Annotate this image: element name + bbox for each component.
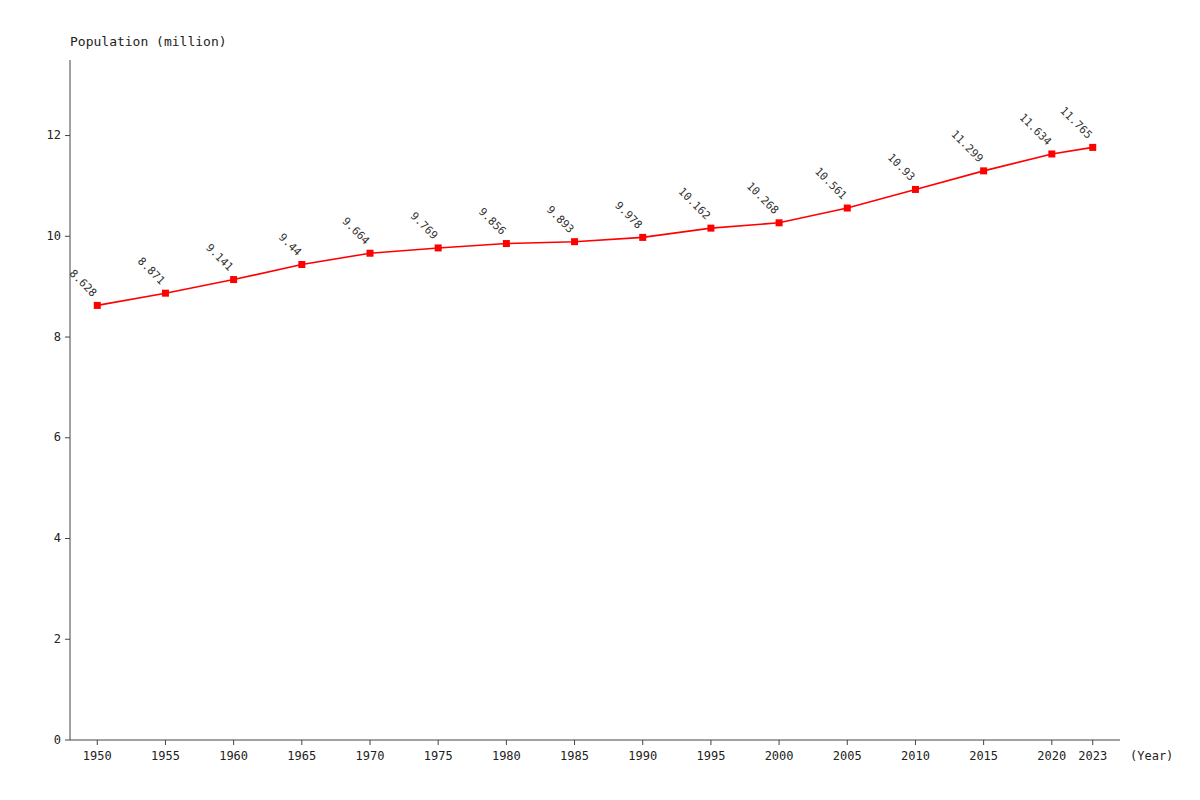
x-tick-label: 1965 bbox=[287, 749, 316, 763]
y-tick bbox=[65, 337, 70, 338]
plot-area bbox=[94, 144, 1096, 309]
data-label: 9.978 bbox=[612, 199, 645, 232]
x-tick bbox=[1092, 740, 1093, 745]
point bbox=[571, 238, 578, 245]
x-tick-label: 1995 bbox=[696, 749, 725, 763]
point bbox=[639, 234, 646, 241]
y-tick bbox=[65, 740, 70, 741]
x-tick-label: 2010 bbox=[901, 749, 930, 763]
point bbox=[162, 290, 169, 297]
x-tick bbox=[710, 740, 711, 745]
y-tick-label: 6 bbox=[54, 430, 61, 444]
y-axis-line bbox=[70, 60, 71, 740]
data-label: 10.93 bbox=[885, 151, 918, 184]
x-tick-label: 1960 bbox=[219, 749, 248, 763]
x-tick-label: 1955 bbox=[151, 749, 180, 763]
x-tick bbox=[915, 740, 916, 745]
x-tick-label: 2020 bbox=[1037, 749, 1066, 763]
point bbox=[94, 302, 101, 309]
data-label: 11.634 bbox=[1017, 111, 1055, 149]
x-tick-label: 2023 bbox=[1078, 749, 1107, 763]
data-label: 10.561 bbox=[812, 165, 849, 202]
chart: 0 2 4 6 8 10 12 1950 1955 1960 1965 1970 1975 1980 198… bbox=[0, 0, 1200, 800]
point bbox=[230, 276, 237, 283]
y-tick bbox=[65, 639, 70, 640]
data-label: 9.664 bbox=[339, 215, 372, 248]
x-tick bbox=[574, 740, 575, 745]
data-label: 8.628 bbox=[67, 267, 100, 300]
x-tick-label: 1990 bbox=[628, 749, 657, 763]
line bbox=[97, 147, 1092, 305]
y-tick-label: 10 bbox=[47, 229, 61, 243]
y-tick bbox=[65, 538, 70, 539]
point bbox=[776, 219, 783, 226]
y-axis: 0 2 4 6 8 10 12 bbox=[47, 128, 70, 746]
x-tick-label: 1985 bbox=[560, 749, 589, 763]
point bbox=[298, 261, 305, 268]
x-tick-label: 1975 bbox=[424, 749, 453, 763]
x-tick bbox=[983, 740, 984, 745]
data-label: 9.769 bbox=[408, 209, 441, 242]
x-tick-label: 1950 bbox=[83, 749, 112, 763]
x-axis-label: (Year) bbox=[1130, 749, 1173, 763]
point bbox=[844, 205, 851, 212]
x-tick-label: 2005 bbox=[833, 749, 862, 763]
point bbox=[503, 240, 510, 247]
data-label: 8.871 bbox=[135, 255, 168, 288]
y-tick-label: 4 bbox=[54, 531, 61, 545]
x-tick-label: 1980 bbox=[492, 749, 521, 763]
x-tick bbox=[847, 740, 848, 745]
data-label: 9.893 bbox=[544, 203, 577, 236]
y-tick-label: 8 bbox=[54, 330, 61, 344]
x-tick-label: 2000 bbox=[765, 749, 794, 763]
x-tick-label: 2015 bbox=[969, 749, 998, 763]
x-tick bbox=[301, 740, 302, 745]
x-axis: 1950 1955 1960 1965 1970 1975 1980 1985 1990 1995… bbox=[83, 740, 1107, 763]
y-tick-label: 2 bbox=[54, 632, 61, 646]
point bbox=[367, 250, 374, 257]
x-axis-line bbox=[70, 740, 1120, 741]
data-label: 11.299 bbox=[948, 128, 985, 165]
y-tick bbox=[65, 437, 70, 438]
point bbox=[1048, 150, 1055, 157]
x-tick bbox=[438, 740, 439, 745]
point bbox=[980, 167, 987, 174]
x-tick bbox=[779, 740, 780, 745]
point bbox=[707, 225, 714, 232]
data-labels: 8.628 8.871 9.141 9.44 9.664 9.769 9.856 9.893 9… bbox=[67, 104, 1095, 299]
x-tick bbox=[165, 740, 166, 745]
data-label: 9.141 bbox=[203, 241, 236, 274]
x-tick bbox=[233, 740, 234, 745]
x-tick bbox=[370, 740, 371, 745]
data-label: 9.856 bbox=[476, 205, 509, 238]
point bbox=[912, 186, 919, 193]
data-label: 10.162 bbox=[676, 185, 713, 222]
data-label: 10.268 bbox=[744, 180, 781, 217]
x-tick bbox=[642, 740, 643, 745]
point bbox=[435, 244, 442, 251]
x-tick bbox=[1051, 740, 1052, 745]
point bbox=[1089, 144, 1096, 151]
data-label: 11.765 bbox=[1057, 104, 1094, 141]
x-tick bbox=[97, 740, 98, 745]
x-tick-label: 1970 bbox=[356, 749, 385, 763]
y-tick bbox=[65, 135, 70, 136]
y-tick-label: 0 bbox=[54, 733, 61, 747]
y-tick bbox=[65, 236, 70, 237]
data-label: 9.44 bbox=[276, 231, 304, 259]
y-tick-label: 12 bbox=[47, 128, 61, 142]
y-axis-label: Population (million) bbox=[70, 34, 227, 49]
x-tick bbox=[506, 740, 507, 745]
